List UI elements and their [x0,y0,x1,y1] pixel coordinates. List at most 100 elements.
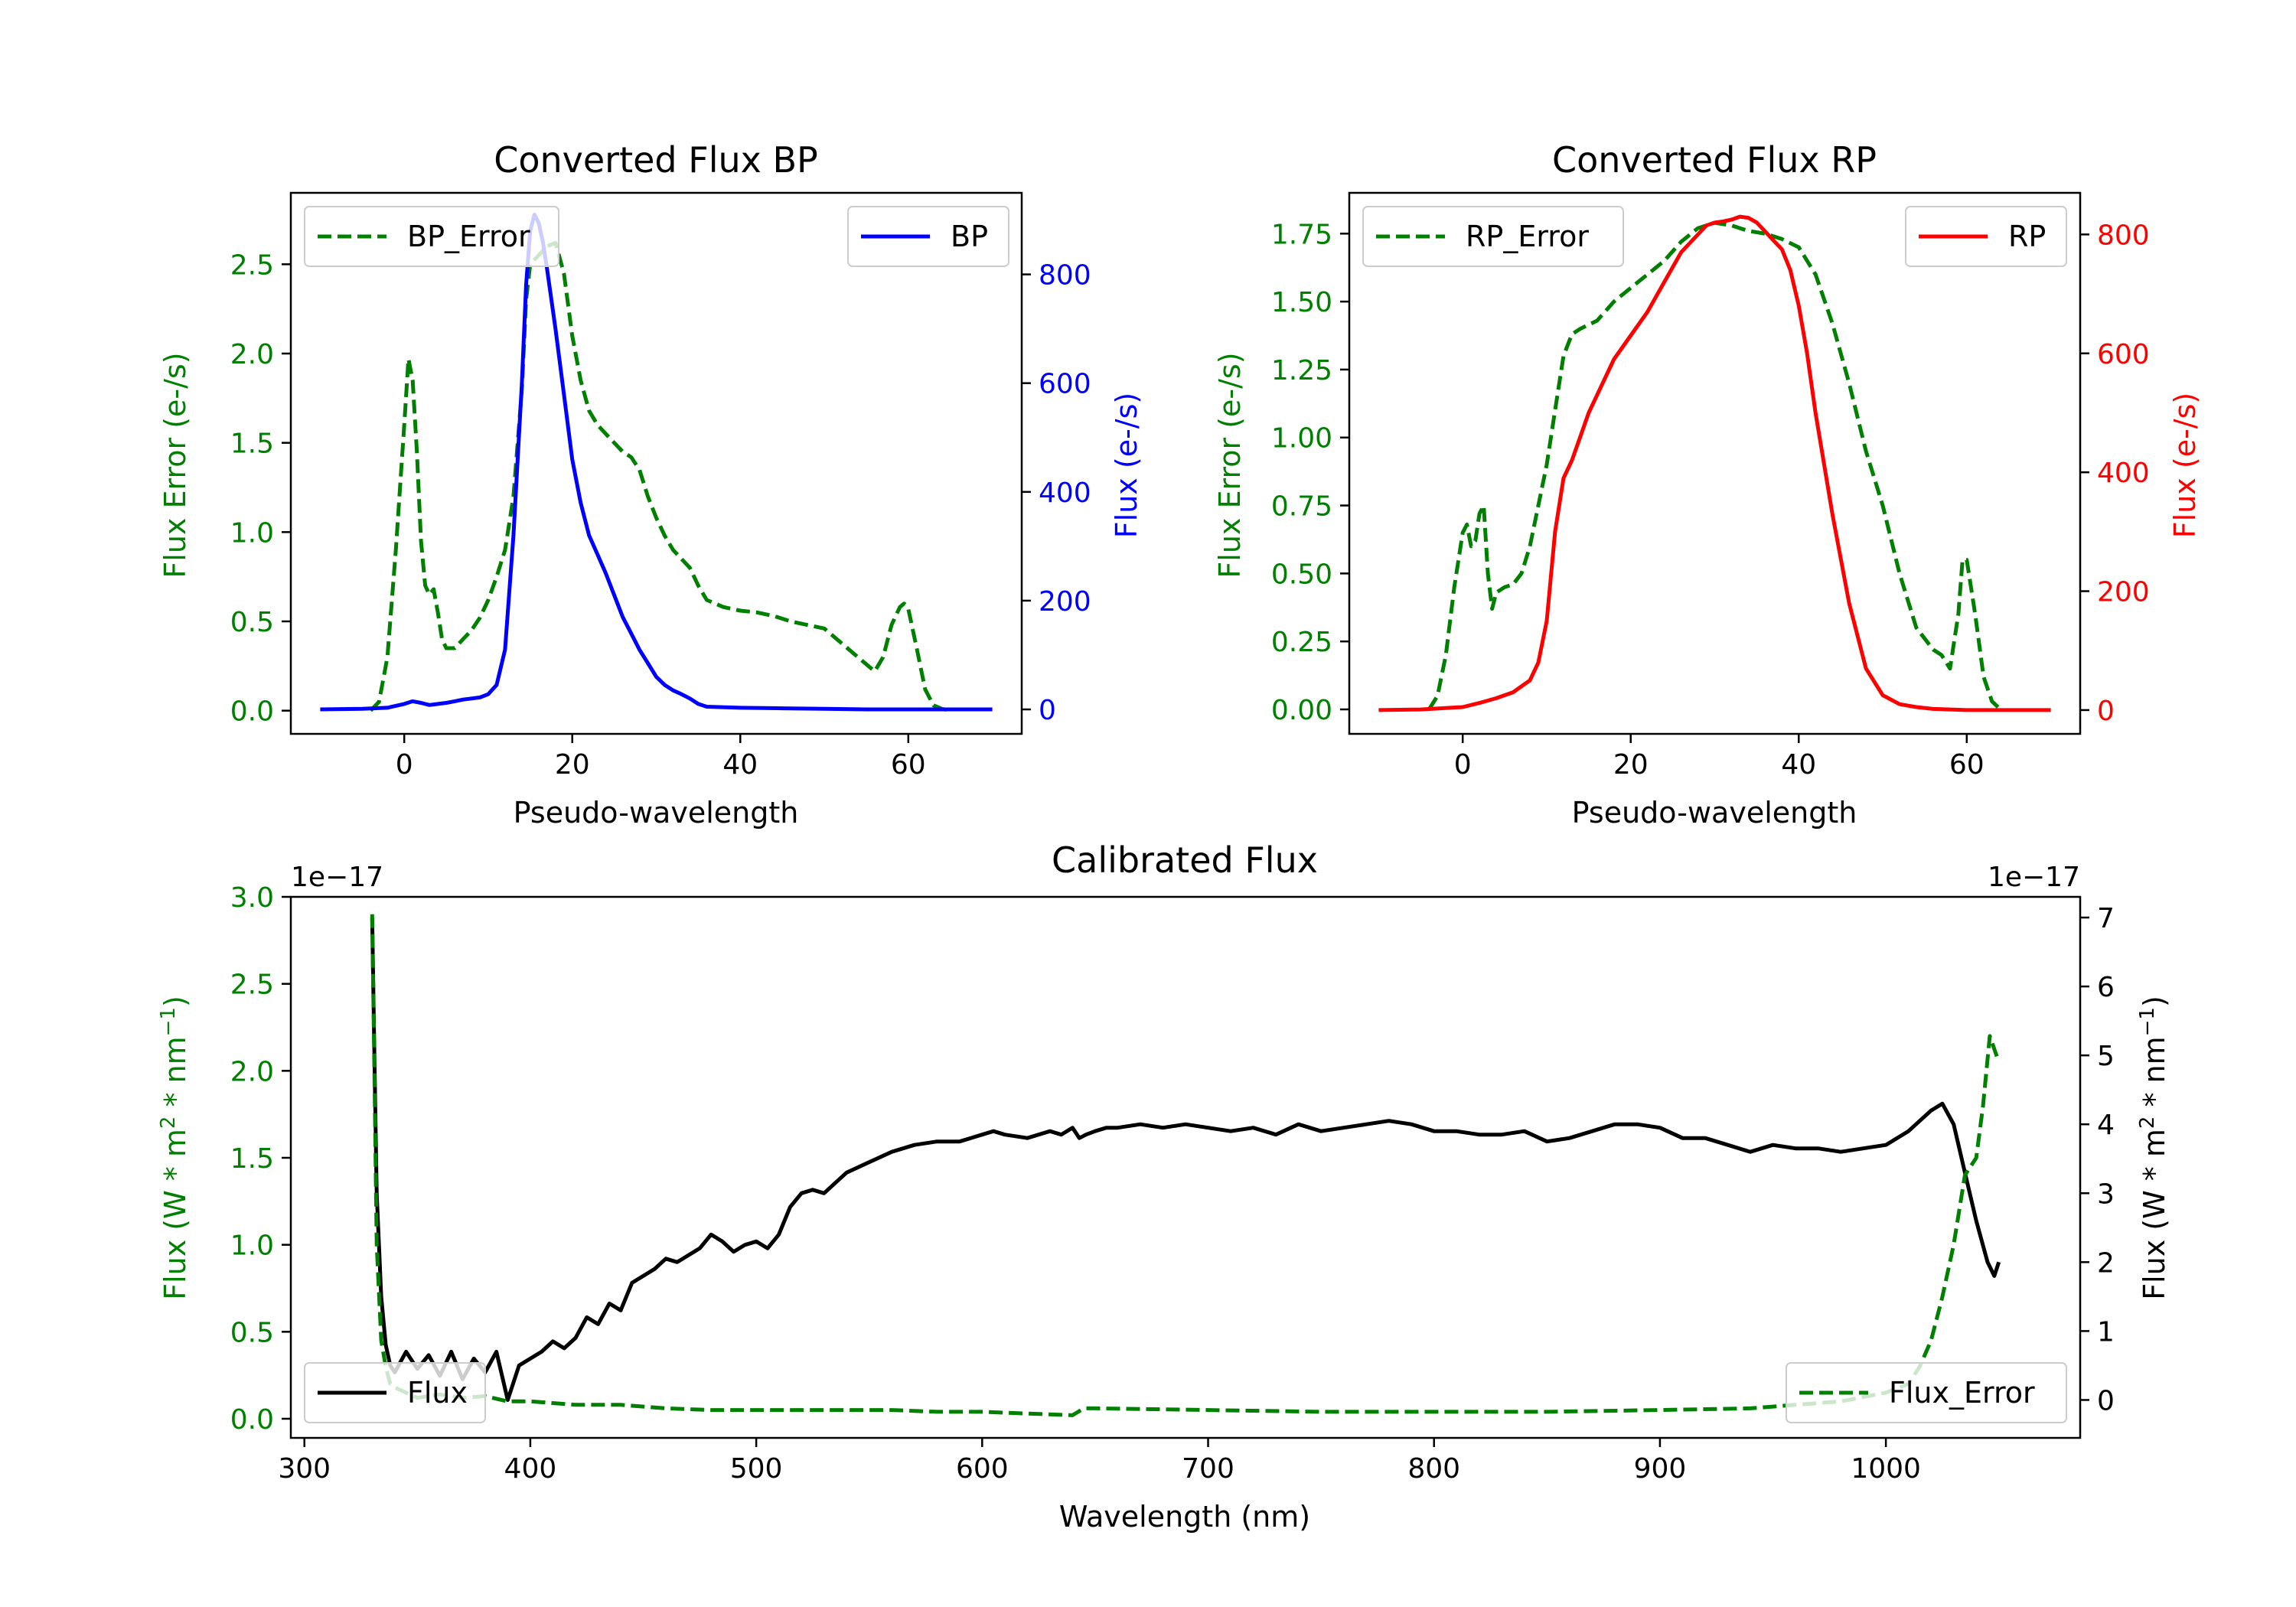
cal-right-tick-label: 1 [2097,1316,2115,1348]
bp-legend-error-label: BP_Error [407,220,530,253]
bp-x-tick-label: 20 [555,749,590,781]
cal-left-ylabel-base: Flux (W * m [158,1129,192,1300]
cal-left-ylabel-mid: * nm [158,1036,192,1116]
bp-left-ylabel: Flux Error (e-/s) [158,352,192,578]
cal-right-ylabel-exp2: −1 [2136,1007,2159,1036]
cal-x-tick-label: 1000 [1851,1453,1921,1485]
rp-series-rp-error [1427,220,2002,711]
cal-left-ylabel: Flux (W * m2 * nm−1) [157,996,192,1300]
cal-legend-error: Flux_Error [1786,1362,2067,1423]
bp-right-tick-label: 0 [1039,695,1056,726]
bp-right-ylabel: Flux (e-/s) [1110,393,1143,538]
rp-x-tick-label: 0 [1454,749,1472,781]
rp-legend-flux-label: RP [2008,220,2046,253]
cal-right-tick-label: 0 [2097,1385,2115,1416]
rp-left-ticks: 0.00 0.25 0.50 0.75 1.00 1.25 1.50 1.75 [1271,219,1349,726]
rp-lines [1378,214,2051,712]
cal-right-offset: 1e−17 [1988,862,2080,893]
cal-right-ticks: 0 1 2 3 4 5 6 7 [2080,903,2115,1416]
bp-right-ticks: 0 200 400 600 800 [1022,260,1091,726]
cal-series-flux-error [370,914,2001,1417]
cal-series-flux [370,917,2001,1402]
bp-right-tick-label: 800 [1039,260,1091,292]
rp-axes-frame [1348,191,2082,735]
rp-right-tick-label: 400 [2097,458,2150,489]
cal-x-tick-label: 300 [278,1453,331,1485]
rp-left-tick-label: 0.50 [1271,559,1332,590]
rp-left-tick-label: 1.00 [1271,423,1332,455]
bp-right-tick-label: 600 [1039,369,1091,400]
bp-title: Converted Flux BP [494,139,818,181]
cal-x-tick-label: 800 [1407,1453,1460,1485]
cal-legend-error-label: Flux_Error [1889,1376,2035,1410]
cal-right-ylabel: Flux (W * m2 * nm−1) [2136,996,2171,1300]
cal-left-ylabel-end: ) [158,996,192,1007]
bp-left-tick-label: 0.0 [230,696,274,728]
rp-x-tick-label: 40 [1781,749,1816,781]
bp-left-tick-label: 1.5 [230,429,274,460]
bp-legend-flux: BP [847,206,1009,267]
cal-xlabel: Wavelength (nm) [1059,1500,1310,1534]
bp-left-tick-label: 2.5 [230,249,274,281]
rp-right-tick-label: 200 [2097,577,2150,608]
cal-right-ylabel-mid: * nm [2138,1036,2171,1116]
cal-left-tick-label: 2.0 [230,1056,274,1087]
cal-left-tick-label: 1.5 [230,1143,274,1175]
rp-legend-flux: RP [1905,206,2067,267]
cal-axes-frame [289,895,2082,1439]
rp-left-tick-label: 1.25 [1271,355,1332,386]
rp-right-tick-label: 800 [2097,220,2150,251]
rp-right-tick-label: 0 [2097,696,2115,727]
cal-right-tick-label: 5 [2097,1041,2115,1072]
panel-bp: Converted Flux BP Pseudo-wavelength Flux… [158,139,1143,830]
bp-left-tick-label: 1.0 [230,517,274,549]
rp-right-ylabel: Flux (e-/s) [2168,393,2202,538]
cal-x-tick-label: 400 [504,1453,557,1485]
cal-left-tick-label: 2.5 [230,970,274,1001]
cal-right-tick-label: 7 [2097,903,2115,934]
rp-left-ylabel: Flux Error (e-/s) [1213,352,1247,578]
cal-x-tick-label: 600 [956,1453,1009,1485]
rp-left-tick-label: 0.75 [1271,491,1332,523]
rp-left-tick-label: 1.50 [1271,287,1332,318]
bp-series-bp-error [369,240,951,713]
cal-x-ticks: 300 400 500 600 700 800 900 1000 [278,1438,1921,1485]
cal-left-tick-label: 1.0 [230,1231,274,1262]
cal-x-tick-label: 900 [1634,1453,1687,1485]
bp-lines [320,212,993,713]
bp-xlabel: Pseudo-wavelength [514,796,799,830]
bp-left-ticks: 0.0 0.5 1.0 1.5 2.0 2.5 [230,249,291,728]
cal-left-ylabel-exp2: −1 [157,1007,180,1036]
cal-right-ylabel-base: Flux (W * m [2138,1129,2171,1300]
rp-left-tick-label: 1.75 [1271,219,1332,250]
rp-x-ticks: 0 20 40 60 [1454,734,1985,781]
rp-x-tick-label: 20 [1613,749,1649,781]
bp-right-tick-label: 400 [1039,478,1091,509]
bp-series-bp [320,212,993,712]
rp-legend-error-label: RP_Error [1466,220,1589,253]
cal-right-tick-label: 2 [2097,1247,2115,1279]
bp-legend-error-box [304,206,559,267]
bp-right-tick-label: 200 [1039,586,1091,618]
cal-lines [370,914,2001,1417]
cal-x-tick-label: 500 [730,1453,783,1485]
bp-x-tick-label: 40 [722,749,758,781]
rp-left-tick-label: 0.00 [1271,695,1332,726]
cal-left-tick-label: 0.5 [230,1317,274,1348]
cal-right-tick-label: 3 [2097,1178,2115,1210]
cal-left-offset: 1e−17 [291,862,383,893]
bp-left-tick-label: 2.0 [230,339,274,370]
panel-calibrated: Calibrated Flux Wavelength (nm) 1e−17 1e… [157,839,2171,1534]
cal-legend-flux-label: Flux [407,1376,468,1410]
cal-left-tick-label: 3.0 [230,882,274,914]
bp-legend-flux-label: BP [951,220,988,253]
rp-legend-error-box [1362,206,1624,267]
rp-left-tick-label: 0.25 [1271,627,1332,658]
rp-series-rp [1378,214,2051,712]
bp-legend-error: BP_Error [304,206,559,267]
rp-x-tick-label: 60 [1949,749,1985,781]
cal-legend-flux-box [304,1362,486,1423]
bp-x-tick-label: 0 [396,749,413,781]
cal-legend-flux: Flux [304,1362,486,1423]
